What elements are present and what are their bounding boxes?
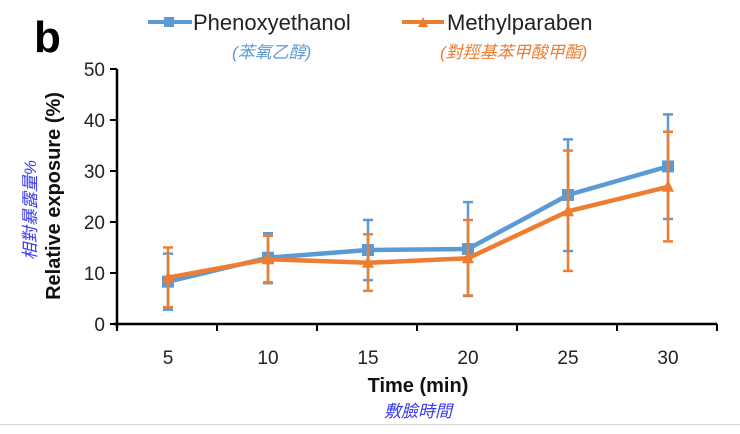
legend-label-phenoxyethanol-zh: (苯氧乙醇) [232, 43, 311, 62]
plot-area [162, 113, 674, 311]
y-axis-title-zh: 相對暴露量% [21, 160, 40, 260]
y-tick-label: 10 [84, 264, 105, 285]
x-tick-label: 25 [557, 348, 578, 369]
legend-label-methylparaben-zh: (對羥基苯甲酸甲酯) [440, 43, 587, 62]
series-phenoxyethanol [162, 113, 674, 311]
x-tick-label: 20 [457, 348, 478, 369]
series-methylparaben [162, 130, 674, 309]
x-tick-label: 15 [357, 348, 378, 369]
legend-marker-triangle [418, 17, 428, 27]
y-tick-label: 40 [84, 111, 105, 132]
y-tick-label: 0 [94, 315, 105, 336]
y-tick-label: 30 [84, 162, 105, 183]
data-point [362, 255, 374, 268]
x-tick-label: 5 [163, 348, 174, 369]
x-tick-label: 30 [657, 348, 678, 369]
y-tick-label: 20 [84, 213, 105, 234]
legend-label-phenoxyethanol: Phenoxyethanol [193, 10, 351, 35]
data-point [262, 252, 274, 265]
x-axis-title-zh: 敷臉時間 [384, 402, 454, 421]
legend: Phenoxyethanol (苯氧乙醇) Methylparaben (對羥基… [148, 10, 593, 62]
bottom-divider [0, 424, 740, 425]
data-point [162, 270, 174, 283]
x-tick-label: 10 [257, 348, 278, 369]
data-point [562, 204, 574, 217]
legend-label-methylparaben: Methylparaben [447, 10, 593, 35]
legend-item-methylparaben: Methylparaben (對羥基苯甲酸甲酯) [402, 10, 593, 62]
legend-marker-square [164, 17, 174, 27]
data-point [462, 251, 474, 264]
x-axis-title: Time (min) [368, 375, 469, 397]
legend-item-phenoxyethanol: Phenoxyethanol (苯氧乙醇) [148, 10, 351, 62]
axes: 0 10 20 30 40 50 5 10 15 20 25 30 [84, 60, 718, 369]
data-point [662, 179, 674, 192]
y-tick-label: 50 [84, 60, 105, 81]
panel-label: b [34, 13, 61, 62]
y-axis-title: Relative exposure (%) [43, 92, 65, 300]
series-line [167, 184, 669, 280]
